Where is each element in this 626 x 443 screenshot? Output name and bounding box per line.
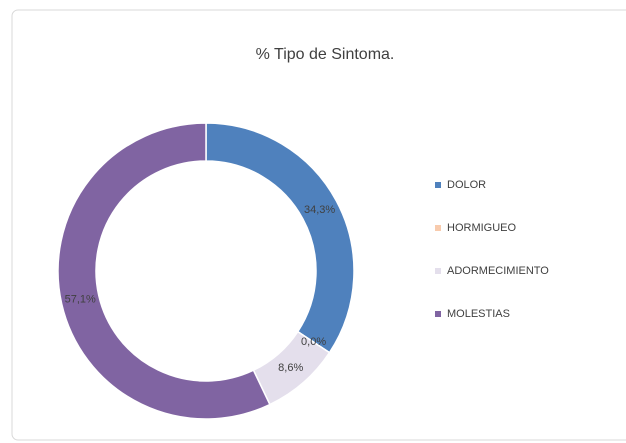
legend-label: ADORMECIMIENTO: [447, 265, 549, 277]
legend-label: MOLESTIAS: [447, 308, 510, 320]
legend-marker: [435, 225, 441, 231]
data-label: 8,6%: [278, 362, 303, 374]
legend-marker: [435, 268, 441, 274]
legend-label: DOLOR: [447, 179, 486, 191]
chart-title: % Tipo de Sintoma.: [256, 46, 395, 63]
data-label: 57,1%: [65, 293, 96, 305]
legend-marker: [435, 182, 441, 188]
legend-label: HORMIGUEO: [447, 222, 517, 234]
legend-marker: [435, 311, 441, 317]
data-label: 0,0%: [301, 336, 326, 348]
slice: [57, 122, 271, 420]
data-label: 34,3%: [304, 204, 335, 216]
